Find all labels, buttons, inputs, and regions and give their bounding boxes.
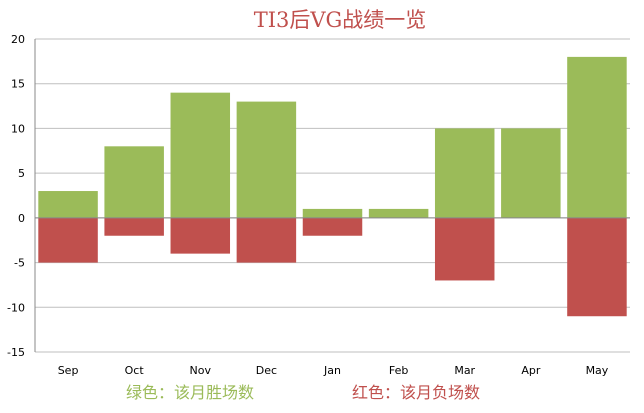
legend-win-label: 绿色：该月胜场数 bbox=[126, 383, 254, 402]
x-tick-label: Dec bbox=[256, 364, 277, 377]
loss-bar bbox=[104, 217, 164, 236]
x-tick-label: Jan bbox=[323, 364, 341, 377]
legend: 绿色：该月胜场数 红色：该月负场数 bbox=[126, 383, 480, 402]
y-tick-labels: -15 -10 -5 0 5 10 15 20 bbox=[7, 33, 25, 359]
y-tick-label: 0 bbox=[18, 212, 25, 225]
x-tick-label: Mar bbox=[454, 364, 475, 377]
y-tick-label: 5 bbox=[18, 167, 25, 180]
x-tick-label: Oct bbox=[125, 364, 145, 377]
y-tick-label: -5 bbox=[14, 257, 25, 270]
loss-bar bbox=[170, 217, 231, 254]
axes bbox=[34, 39, 630, 352]
x-tick-label: May bbox=[586, 364, 609, 377]
win-bar bbox=[567, 56, 627, 218]
chart-title: TI3后VG战绩一览 bbox=[254, 8, 427, 32]
x-tick-label: Feb bbox=[389, 364, 408, 377]
loss-bar bbox=[236, 217, 297, 263]
win-bar bbox=[104, 146, 164, 218]
loss-bar bbox=[302, 217, 363, 236]
y-tick-label: 15 bbox=[11, 78, 25, 91]
win-bar bbox=[501, 128, 561, 218]
loss-bar bbox=[567, 217, 627, 317]
y-tick-label: -10 bbox=[7, 301, 25, 314]
y-tick-label: -15 bbox=[7, 346, 25, 359]
win-bar bbox=[434, 128, 495, 218]
bars bbox=[38, 56, 627, 317]
x-tick-label: Sep bbox=[58, 364, 79, 377]
x-tick-label: Apr bbox=[521, 364, 541, 377]
loss-bar bbox=[38, 217, 98, 263]
x-tick-labels: Sep Oct Nov Dec Jan Feb Mar Apr May bbox=[58, 364, 609, 377]
win-bar bbox=[38, 191, 98, 218]
win-bar bbox=[368, 208, 429, 218]
win-bar bbox=[302, 208, 363, 218]
win-bar bbox=[170, 92, 231, 218]
y-tick-label: 20 bbox=[11, 33, 25, 46]
win-bar bbox=[236, 101, 297, 218]
legend-loss-label: 红色：该月负场数 bbox=[352, 383, 480, 402]
loss-bar bbox=[434, 217, 495, 281]
x-tick-label: Nov bbox=[190, 364, 212, 377]
y-tick-label: 10 bbox=[11, 122, 25, 135]
